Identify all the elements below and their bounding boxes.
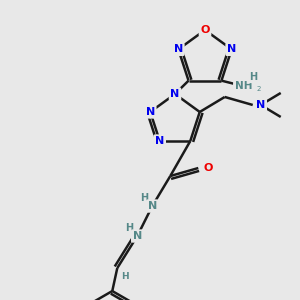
Text: 2: 2 — [256, 86, 261, 92]
Text: H: H — [125, 223, 133, 233]
Text: O: O — [200, 25, 210, 35]
Text: N: N — [133, 231, 142, 241]
Text: N: N — [256, 100, 266, 110]
Text: N: N — [227, 44, 236, 54]
Text: N: N — [170, 89, 180, 99]
Text: N: N — [148, 201, 157, 211]
Text: N: N — [155, 136, 164, 146]
Text: N: N — [174, 44, 183, 54]
Text: H: H — [249, 72, 257, 82]
Text: N: N — [146, 107, 155, 117]
Text: H: H — [140, 193, 148, 203]
Text: H: H — [122, 272, 129, 280]
Text: NH: NH — [235, 81, 252, 91]
Text: O: O — [204, 163, 213, 173]
